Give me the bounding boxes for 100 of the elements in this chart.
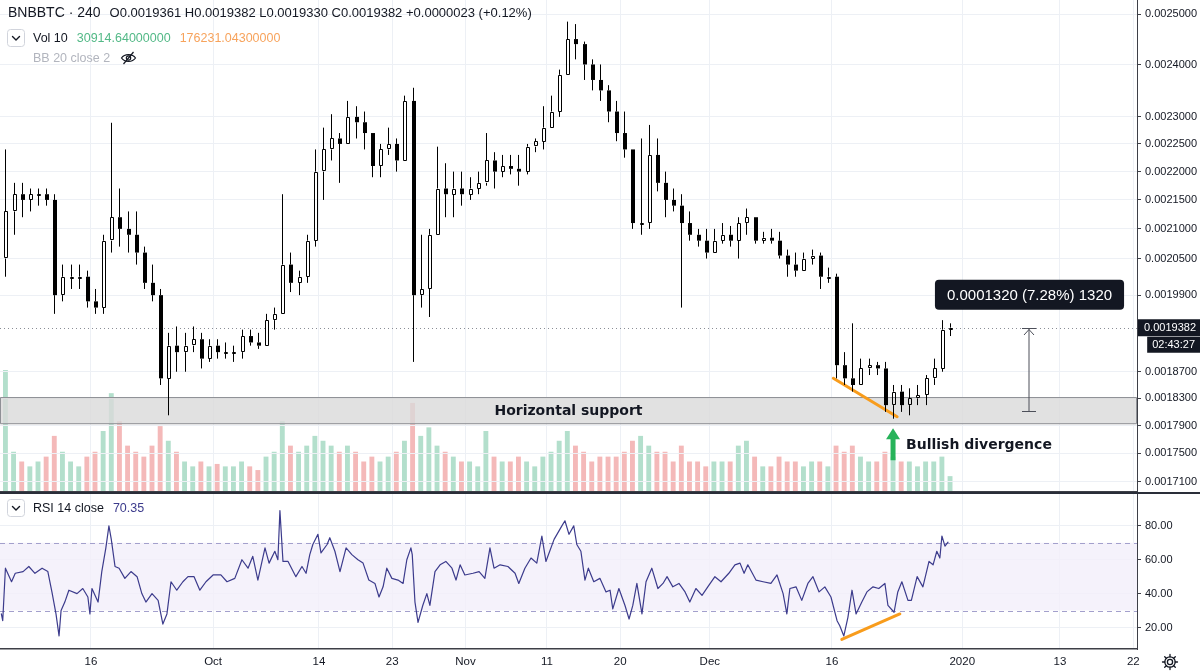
candlestick [640, 137, 644, 236]
annotation: BB 20 close 2 [33, 51, 111, 65]
candlestick [314, 148, 318, 248]
candlestick [110, 122, 114, 254]
bar [336, 451, 342, 492]
candlestick [827, 267, 831, 284]
bar [752, 456, 758, 492]
y-tick-label: 0.0024000 [1145, 57, 1197, 70]
bar [760, 466, 766, 492]
bar [678, 445, 684, 492]
bar [670, 461, 676, 492]
candlestick [135, 210, 139, 266]
bar [507, 461, 513, 492]
candlestick [412, 87, 416, 363]
bar [296, 451, 302, 492]
text: 02:43:27 [1152, 338, 1196, 351]
candlestick [387, 127, 391, 156]
candlestick [770, 228, 774, 245]
bar [825, 466, 831, 492]
x-tick-label: Nov [455, 655, 476, 668]
candlestick [534, 137, 538, 153]
candlestick [762, 231, 766, 245]
bar [499, 461, 505, 492]
candlestick [876, 361, 880, 376]
bar [923, 461, 929, 492]
candlestick [143, 246, 147, 290]
bar [768, 466, 774, 492]
bar [654, 451, 660, 492]
bar [426, 427, 432, 492]
bar [516, 456, 521, 492]
bar [68, 461, 74, 492]
candlestick [607, 84, 611, 123]
bar [247, 466, 253, 492]
y-tick-label: 0.0025000 [1145, 7, 1197, 20]
candlestick [664, 171, 668, 218]
bar [841, 451, 847, 492]
candlestick [550, 95, 554, 128]
bar [540, 456, 546, 492]
candlestick [298, 270, 302, 296]
candlestick [78, 264, 82, 290]
candlestick [224, 341, 228, 360]
candlestick [648, 124, 652, 230]
candlestick [192, 325, 196, 353]
bar [239, 461, 245, 492]
y-tick-label: 20.00 [1145, 620, 1173, 633]
bar [279, 421, 285, 492]
bar [483, 431, 489, 492]
bar [687, 461, 692, 492]
candlestick [159, 288, 163, 386]
candlestick [13, 182, 17, 236]
bar [288, 445, 293, 492]
candlestick [908, 387, 912, 416]
chart-subtitle: O0.0019361 H0.0019382 L0.0019330 C0.0019382 +0.0000023 (+0.12%) [109, 4, 532, 20]
bar [271, 451, 277, 492]
chart-title: BNBBTC · 240 [8, 4, 101, 20]
candlestick [281, 193, 285, 314]
bar [402, 440, 407, 492]
candlestick [542, 105, 546, 150]
bar [621, 451, 627, 492]
x-tick-label: 20 [613, 655, 627, 668]
bar [141, 456, 147, 492]
bar [190, 466, 196, 492]
bar [84, 456, 90, 492]
candlestick [428, 228, 432, 318]
x-tick-label: 13 [1053, 655, 1067, 668]
y-tick-label: 0.0019900 [1145, 288, 1197, 301]
bar [809, 461, 815, 492]
candlestick [884, 361, 888, 413]
bar [727, 461, 733, 492]
y-tick-label: 0.0017500 [1145, 446, 1197, 459]
y-tick-label: 0.0022500 [1145, 136, 1197, 149]
bar [467, 461, 473, 492]
bar [353, 451, 359, 492]
candlestick [29, 188, 33, 212]
candlestick [900, 384, 904, 413]
bar [304, 445, 310, 492]
candlestick [916, 384, 920, 406]
candlestick [420, 234, 424, 309]
bar [866, 461, 872, 492]
bar [385, 456, 391, 492]
bar [312, 435, 318, 492]
candlestick [469, 176, 473, 201]
candlestick [933, 358, 937, 386]
bar [573, 445, 578, 492]
candlestick [265, 313, 269, 346]
bar [801, 466, 806, 492]
candlestick [566, 21, 570, 75]
bar [100, 431, 106, 492]
bar [222, 466, 228, 492]
candlestick [346, 100, 350, 144]
x-tick-label: 22 [1126, 655, 1140, 668]
candlestick [688, 210, 692, 242]
y-tick-label: 60.00 [1145, 552, 1173, 565]
candlestick [493, 151, 497, 190]
candlestick [713, 228, 717, 253]
bar [328, 445, 334, 492]
bar [43, 456, 49, 492]
y-tick-label: 0.0020500 [1145, 251, 1197, 264]
candlestick [623, 111, 627, 159]
candlestick [167, 332, 171, 416]
